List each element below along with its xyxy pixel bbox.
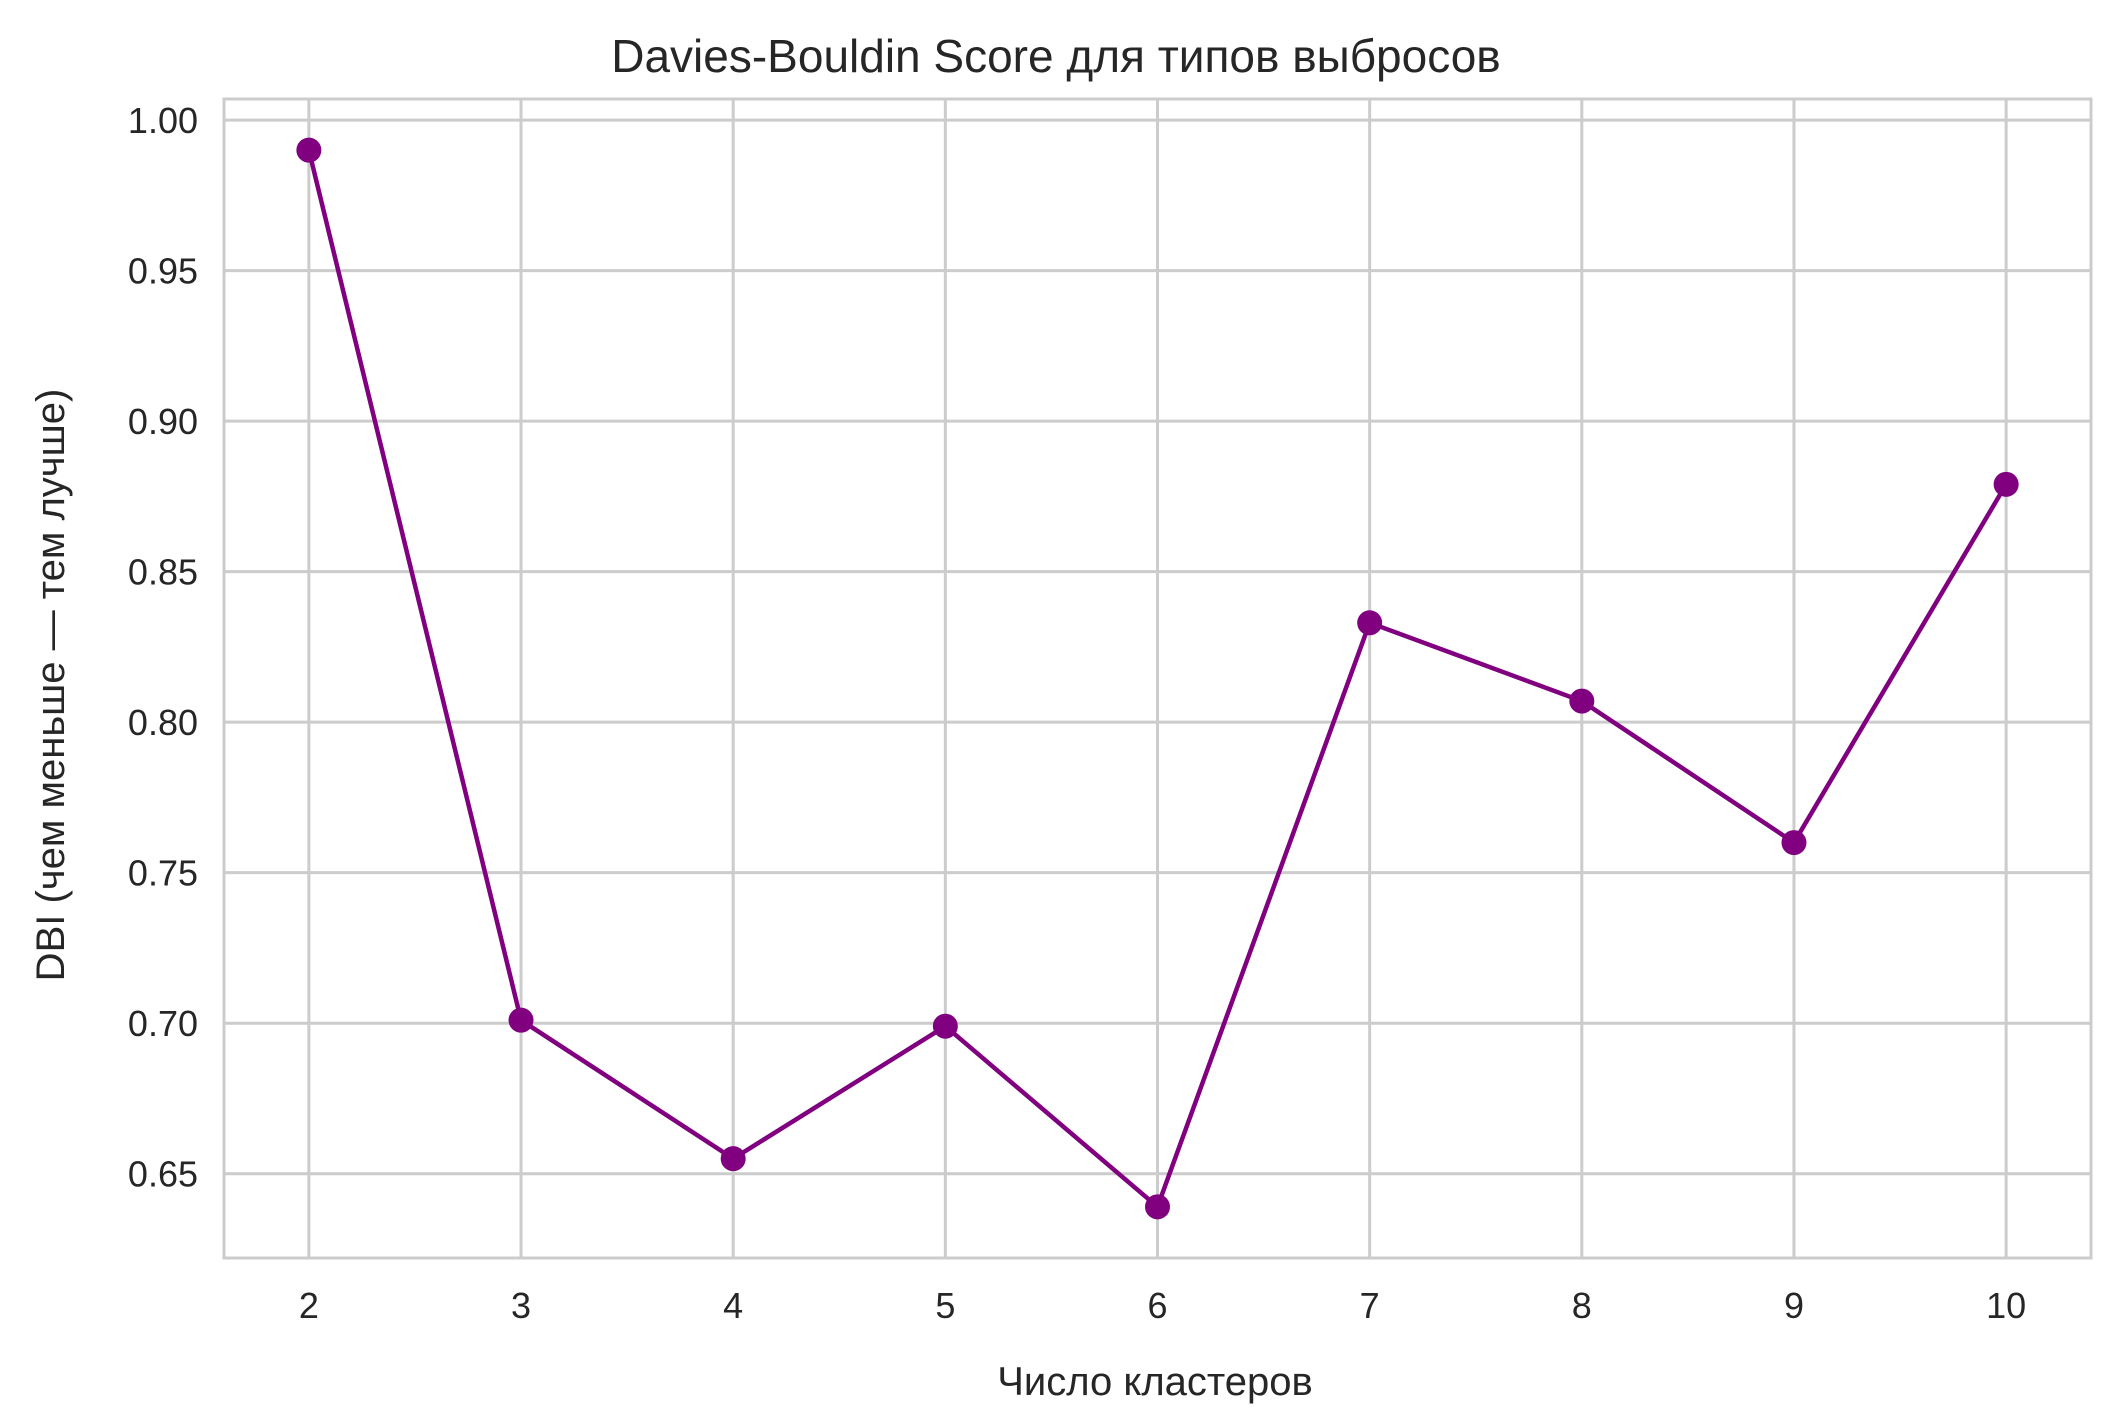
data-point <box>296 137 322 163</box>
x-tick-label: 2 <box>299 1285 319 1326</box>
data-point <box>1569 688 1595 714</box>
x-tick-label: 4 <box>723 1285 743 1326</box>
y-tick-label: 1.00 <box>128 100 198 141</box>
y-tick-labels: 0.65 0.70 0.75 0.80 0.85 0.90 0.95 1.00 <box>128 100 198 1195</box>
x-tick-labels: 2 3 4 5 6 7 8 9 10 <box>299 1285 2026 1326</box>
y-tick-label: 0.75 <box>128 853 198 894</box>
y-tick-label: 0.90 <box>128 401 198 442</box>
y-tick-label: 0.70 <box>128 1003 198 1044</box>
series-layer <box>296 137 2019 1220</box>
y-tick-label: 0.65 <box>128 1154 198 1195</box>
x-tick-label: 3 <box>511 1285 531 1326</box>
grid <box>224 99 2091 1258</box>
plot-frame <box>222 97 2093 1260</box>
x-axis-label: Число кластеров <box>997 1360 1313 1404</box>
x-tick-label: 10 <box>1986 1285 2026 1326</box>
data-point <box>1145 1194 1170 1220</box>
x-tick-label: 9 <box>1784 1285 1804 1326</box>
x-tick-label: 6 <box>1147 1285 1167 1326</box>
y-axis-label: DBI (чем меньше — тем лучше) <box>29 389 73 982</box>
data-point <box>1357 610 1383 636</box>
data-point <box>1993 471 2019 497</box>
y-tick-label: 0.85 <box>128 552 198 593</box>
x-tick-label: 5 <box>935 1285 955 1326</box>
x-tick-label: 7 <box>1360 1285 1380 1326</box>
chart-title: Davies-Bouldin Score для типов выбросов <box>611 30 1501 82</box>
y-tick-label: 0.95 <box>128 251 198 292</box>
data-point <box>720 1146 746 1172</box>
y-tick-label: 0.80 <box>128 702 198 743</box>
data-point <box>932 1013 958 1039</box>
x-tick-label: 8 <box>1572 1285 1592 1326</box>
data-point <box>1781 830 1807 856</box>
data-point <box>508 1007 534 1033</box>
